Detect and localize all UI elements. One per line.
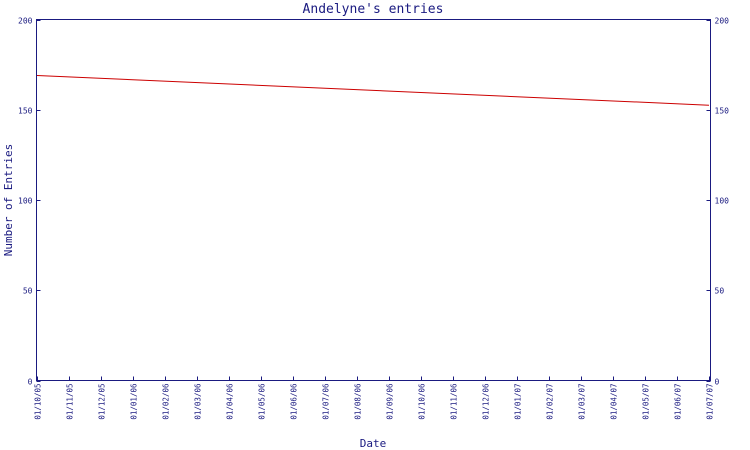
chart-title: Andelyne's entries [303,2,444,17]
x-tick-label: 01/07/07 [706,384,715,420]
series-line [36,75,710,106]
x-tick-label: 01/01/07 [514,384,523,420]
x-axis-label: Date [360,437,387,450]
x-tick-label: 01/04/06 [226,383,235,420]
x-tick-label: 01/06/06 [290,383,299,420]
x-tick-label: 01/09/06 [386,383,395,420]
x-tick-label: 01/01/06 [130,383,139,420]
x-tick-label: 01/02/07 [546,384,555,420]
x-ticks: 01/10/05 01/11/05 01/12/05 01/01/06 01/02/06… [34,376,715,420]
y-tick-label-right: 200 [715,17,730,26]
y-tick-label-right: 150 [715,107,730,116]
y-tick-label-right: 100 [715,197,730,206]
y-ticks-right: 0 50 100 150 200 [706,17,730,387]
x-tick-label: 01/05/07 [642,384,651,420]
y-tick-label-left: 150 [18,107,33,116]
x-tick-label: 01/08/06 [354,383,363,420]
x-tick-label: 01/04/07 [610,384,619,420]
y-tick-label-right: 50 [715,287,725,296]
y-tick-label-left: 0 [28,378,33,387]
y-ticks-left: 0 50 100 150 200 [18,17,41,387]
y-tick-label-right: 0 [715,378,720,387]
x-tick-label: 01/11/06 [450,383,459,420]
x-tick-label: 01/10/06 [418,383,427,420]
y-tick-label-left: 50 [23,287,33,296]
x-tick-label: 01/07/06 [322,383,331,420]
x-tick-label: 01/03/07 [578,384,587,420]
x-tick-label: 01/12/06 [482,383,491,420]
plot-frame [36,19,711,381]
y-tick-label-left: 200 [18,17,33,26]
series-group [36,75,710,106]
x-tick-label: 01/05/06 [258,383,267,420]
y-axis-label: Number of Entries [2,144,15,257]
x-tick-label: 01/10/05 [34,384,43,420]
x-tick-label: 01/11/05 [66,384,75,420]
x-tick-label: 01/06/07 [674,384,683,420]
y-tick-label-left: 100 [18,197,33,206]
x-tick-label: 01/12/05 [98,384,107,420]
x-tick-label: 01/03/06 [194,383,203,420]
x-tick-label: 01/02/06 [162,383,171,420]
